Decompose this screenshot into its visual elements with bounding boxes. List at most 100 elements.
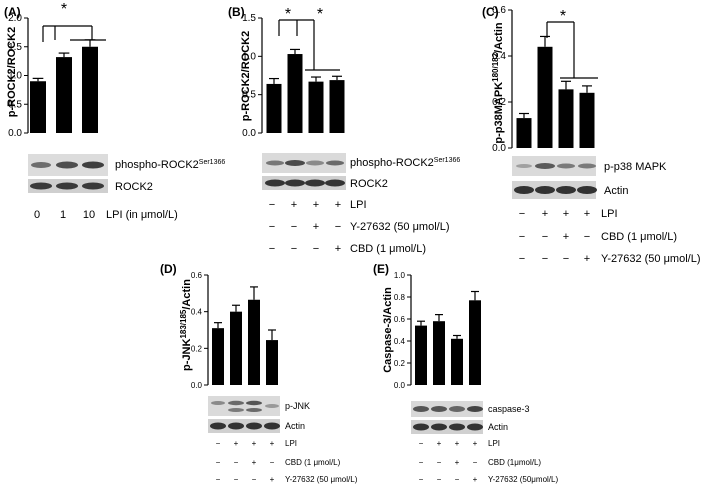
panel-a: (A) p-ROCK2/ROCK2 0.0 0.5 1.0 1.5 2.0 * phos… [4,1,225,221]
panel-a-significance: * [42,1,106,42]
y-tick-label: 0.6 [492,5,506,16]
cond-symbol: − [216,439,221,448]
cond-symbol: + [542,208,548,220]
cond-symbol: + [584,208,590,220]
cond-symbol: + [291,199,297,211]
panel-b-significance: * * [278,6,340,71]
band [431,423,447,431]
bar [516,118,532,148]
panel-a-ylabel: p-ROCK2/ROCK2 [6,27,18,117]
cond-symbol: − [473,458,478,467]
band [326,160,344,166]
panel-a-blot-label-1: ROCK2 [115,181,153,193]
cond-symbol: − [269,199,275,211]
bar [266,340,278,385]
cond-symbol: + [252,439,257,448]
y-tick-label: 0.5 [8,99,22,110]
panel-d-blot-label-0: p-JNK [285,401,310,411]
cond-symbol: + [313,221,319,233]
band [514,186,534,194]
y-tick-label: 1.5 [242,13,256,24]
cond-symbol: + [335,243,341,255]
bar [537,46,553,148]
y-tick-label: 0.0 [8,128,22,139]
cond-label: LPI [488,439,500,448]
cond-symbol: − [542,253,548,265]
band [228,400,244,406]
panel-a-cond-1: 1 [60,209,66,221]
band [431,406,447,412]
panel-a-blot-label-0: phospho-ROCK2Ser1366 [115,159,225,171]
bar [415,325,427,385]
cond-symbol: − [269,221,275,233]
cond-label: LPI [285,439,297,448]
panel-c-chart: 0.0 0.2 0.4 0.6 [492,5,595,154]
y-tick-label: 1.0 [8,71,22,82]
cond-label: LPI [350,199,367,211]
bar [287,54,303,133]
cond-symbol: − [216,475,221,484]
band [82,182,104,190]
panel-b-chart: 0.0 0.5 1.0 1.5 [242,13,345,139]
bar [433,321,445,385]
panel-b-sig-star-1: * [285,6,291,23]
cond-symbol: − [437,475,442,484]
y-tick-label: 1.0 [394,271,406,280]
bar [451,338,463,385]
band [285,160,305,166]
cond-symbol: − [252,475,257,484]
cond-symbol: + [473,439,478,448]
band [305,179,325,187]
panel-a-cond-2: 10 [83,209,95,221]
cond-symbol: + [455,458,460,467]
panel-e-conditions: − + + + LPI − − + − CBD (1μmol/L) − − − … [419,439,559,484]
bar [230,311,242,385]
cond-symbol: − [234,458,239,467]
cond-label: Y-27632 (50 μmol/L) [601,253,701,265]
y-tick-label: 0.8 [394,293,406,302]
panel-d-label: (D) [160,262,177,276]
cond-symbol: + [563,231,569,243]
cond-symbol: − [291,221,297,233]
y-tick-label: 0.2 [394,359,406,368]
panel-d-blot-label-1: Actin [285,421,305,431]
bar [469,300,481,385]
cond-symbol: + [313,199,319,211]
cond-symbol: + [563,208,569,220]
y-tick-label: 0.0 [242,128,256,139]
band [467,423,483,431]
band [285,179,305,187]
band [577,186,597,194]
panel-b-blot-label-0: phospho-ROCK2Ser1366 [350,157,460,169]
cond-symbol: + [335,199,341,211]
cond-symbol: − [437,458,442,467]
band [449,423,465,431]
band [467,406,483,412]
panel-c-conditions: − + + + LPI − − + − CBD (1 μmol/L) − − −… [519,208,701,265]
cond-symbol: − [291,243,297,255]
cond-label: Y-27632 (50 μmol/L) [350,221,450,233]
band [246,422,262,430]
band [557,163,575,169]
band [578,163,596,169]
band [264,422,280,430]
cond-symbol: + [455,439,460,448]
panel-d-blot-pjnk [208,396,280,416]
cond-symbol: − [455,475,460,484]
band [56,182,78,190]
band [265,404,279,408]
y-tick-label: 0.0 [191,381,203,390]
band [31,162,51,168]
band [535,163,555,169]
cond-symbol: − [584,231,590,243]
band [413,423,429,431]
panel-a-chart: 0.0 0.5 1.0 1.5 2.0 [8,13,98,139]
cond-symbol: − [234,475,239,484]
y-tick-label: 0.2 [191,344,203,353]
band [413,406,429,412]
y-tick-label: 0.5 [242,90,256,101]
panel-b: (B) p-ROCK2/ROCK2 0.0 0.5 1.0 1.5 * * phosp… [228,5,460,255]
panel-d-conditions: − + + + LPI − − + − CBD (1 μmol/L) − − −… [216,439,358,484]
cond-symbol: + [234,439,239,448]
cond-label: CBD (1 μmol/L) [601,231,677,243]
